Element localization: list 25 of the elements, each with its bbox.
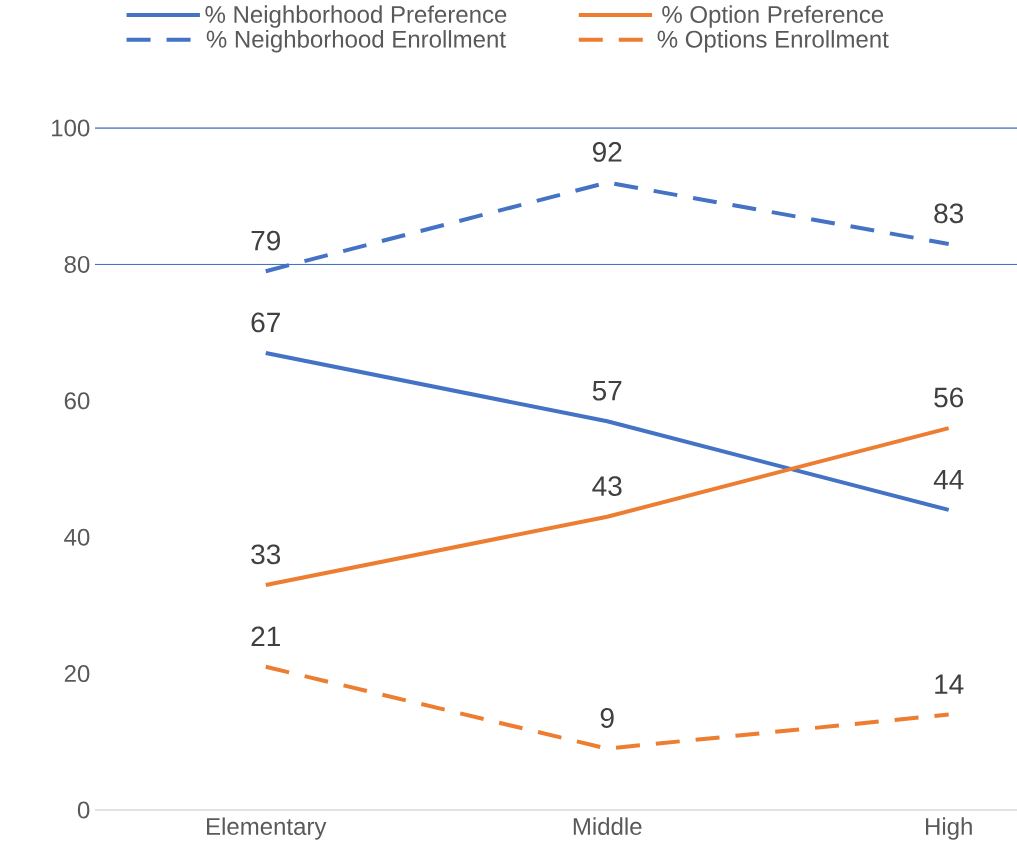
data-label: 43 xyxy=(592,476,622,497)
legend-label: % Options Enrollment xyxy=(657,30,889,53)
data-label: 44 xyxy=(933,469,964,490)
y-tick-label: 40 xyxy=(64,528,90,546)
y-tick-label: 80 xyxy=(64,255,90,273)
data-label: 21 xyxy=(251,626,280,647)
data-label: 83 xyxy=(934,203,964,224)
data-label: 33 xyxy=(251,544,281,565)
x-tick-label: Elementary xyxy=(207,817,327,840)
data-label: 14 xyxy=(935,674,964,694)
data-label: 79 xyxy=(251,230,280,251)
x-tick-label: High xyxy=(925,817,972,840)
data-label: 57 xyxy=(592,381,622,401)
x-tick-label: Middle xyxy=(573,817,642,835)
y-tick-label: 0 xyxy=(77,801,90,819)
legend-label: % Neighborhood Preference xyxy=(205,5,507,28)
y-tick-label: 60 xyxy=(64,392,90,410)
data-label: 92 xyxy=(592,142,622,162)
legend-label: % Neighborhood Enrollment xyxy=(206,30,506,53)
data-label: 56 xyxy=(934,387,964,408)
data-label: 67 xyxy=(251,312,280,333)
legend-label: % Option Preference xyxy=(662,5,884,28)
y-tick-label: 20 xyxy=(64,665,90,683)
data-label: 9 xyxy=(600,708,614,728)
y-tick-label: 100 xyxy=(52,119,90,137)
